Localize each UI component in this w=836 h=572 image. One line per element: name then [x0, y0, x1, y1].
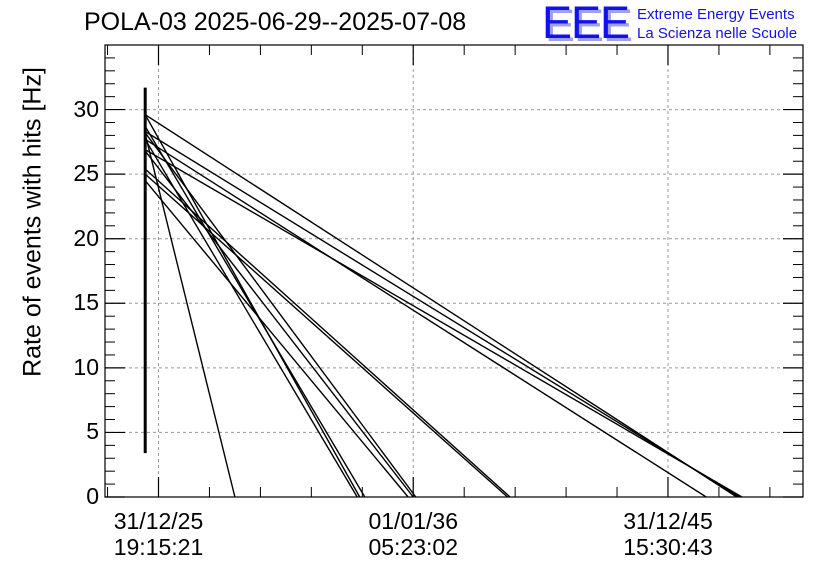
x-tick-label-time: 05:23:02	[368, 534, 458, 560]
x-tick-label: 01/01/36 05:23:02	[333, 508, 493, 560]
y-tick-label: 25	[73, 160, 99, 187]
data-series-line	[144, 148, 743, 498]
y-tick-label: 15	[73, 289, 99, 316]
data-series-line	[144, 138, 358, 498]
y-tick-label: 30	[73, 95, 99, 122]
x-tick-label-time: 15:30:43	[623, 534, 713, 560]
x-tick-label: 31/12/25 19:15:21	[78, 508, 238, 560]
x-tick-label-time: 19:15:21	[113, 534, 204, 560]
data-series-line	[144, 114, 361, 498]
plot-frame	[104, 44, 804, 498]
data-series-line	[144, 132, 417, 498]
data-series-line	[144, 130, 740, 498]
y-tick-label: 5	[86, 418, 99, 445]
axis-ticks	[105, 45, 803, 498]
grid-lines	[105, 45, 803, 497]
data-lines	[143, 87, 743, 498]
x-tick-label-date: 31/12/25	[113, 508, 204, 534]
x-tick-label: 31/12/45 15:30:43	[588, 508, 748, 560]
logo-text-line2: La Scienza nelle Scuole	[637, 25, 798, 42]
y-tick-label: 0	[86, 483, 99, 509]
y-tick-label: 20	[73, 224, 99, 251]
data-series-line	[144, 168, 511, 498]
data-series-line	[144, 150, 414, 498]
x-tick-label-date: 01/01/36	[368, 508, 458, 534]
eee-logo-mark: EEE	[542, 0, 630, 48]
logo-text-line1: Extreme Energy Events	[637, 6, 795, 23]
x-tick-label-date: 31/12/45	[623, 508, 713, 534]
data-series-line	[144, 138, 707, 498]
y-tick-label: 10	[73, 353, 99, 380]
y-axis-label: Rate of events with hits [Hz]	[18, 67, 47, 377]
data-series-line	[144, 133, 236, 498]
data-series-line	[144, 180, 409, 498]
data-series-line	[144, 173, 508, 498]
chart-title: POLA-03 2025-06-29--2025-07-08	[84, 8, 467, 36]
data-series-line	[144, 114, 738, 498]
